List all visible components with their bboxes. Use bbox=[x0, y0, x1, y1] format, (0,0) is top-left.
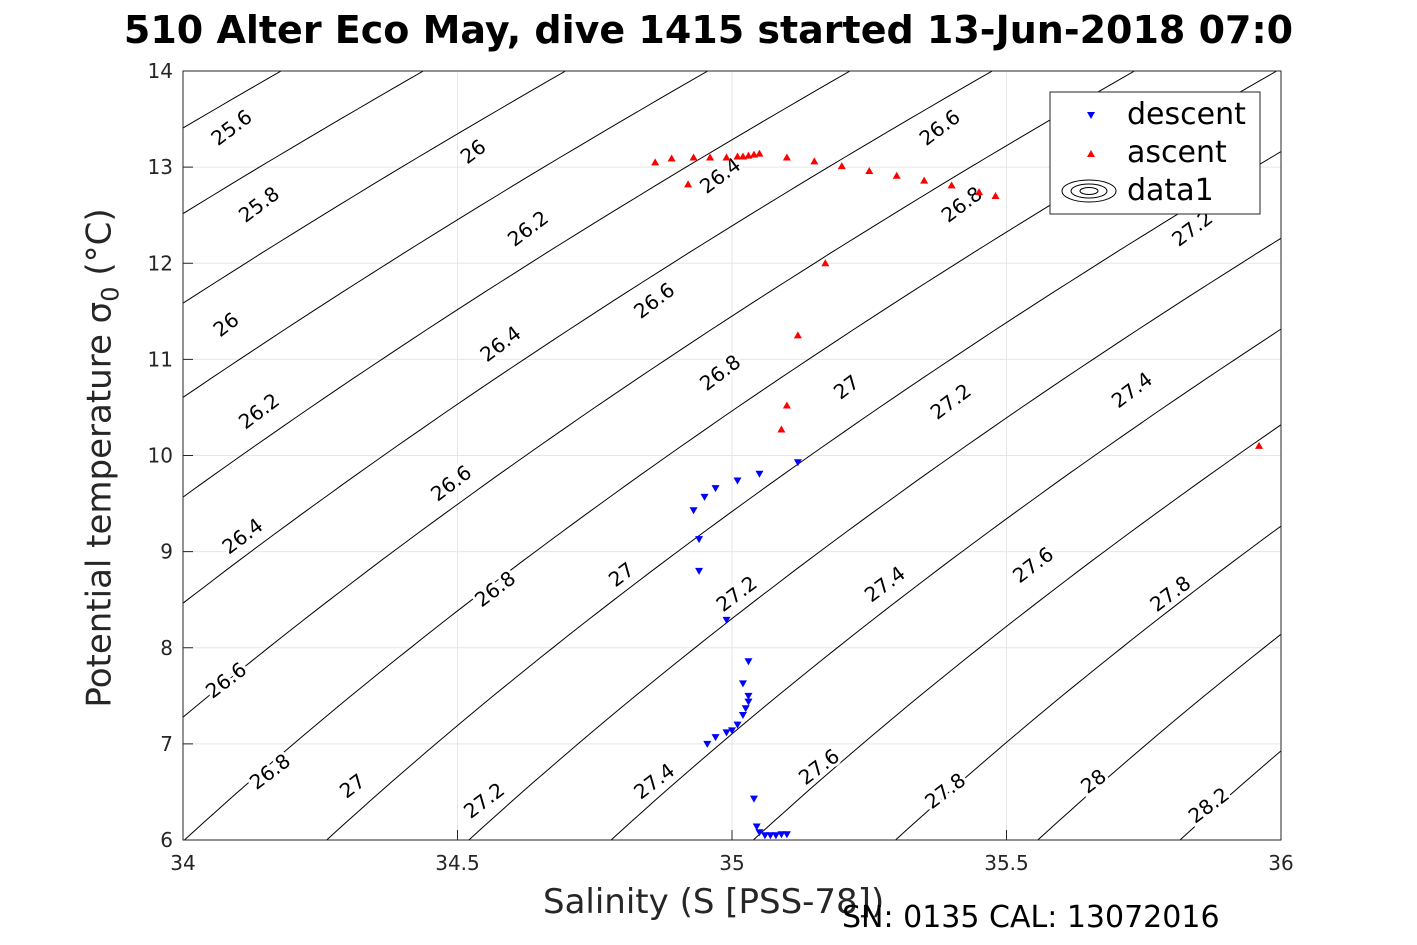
descent-point bbox=[733, 721, 742, 729]
descent-point bbox=[695, 536, 704, 544]
x-tick-label: 35 bbox=[719, 851, 744, 875]
ascent-point bbox=[782, 401, 791, 409]
ascent-point bbox=[722, 153, 731, 161]
legend-data1-label: data1 bbox=[1127, 173, 1214, 208]
descent-point bbox=[744, 658, 753, 666]
ascent-point bbox=[991, 191, 1000, 199]
descent-point bbox=[755, 829, 764, 837]
descent-point bbox=[766, 832, 775, 840]
descent-point bbox=[760, 832, 769, 840]
descent-point bbox=[738, 712, 747, 720]
ascent-point bbox=[684, 180, 693, 188]
ascent-point bbox=[782, 153, 791, 161]
chart-title: 510 Alter Eco May, dive 1415 started 13-… bbox=[123, 8, 1294, 52]
descent-point bbox=[700, 493, 709, 501]
descent-point bbox=[695, 567, 704, 575]
legend[interactable]: descent ascent data1 bbox=[1049, 91, 1261, 215]
isopycnal-line bbox=[610, 328, 1281, 840]
descent-point bbox=[749, 795, 758, 803]
x-axis-label: Salinity (S [PSS-78]) bbox=[543, 882, 885, 922]
y-tick-label: 10 bbox=[148, 444, 173, 468]
descent-point bbox=[741, 705, 750, 713]
descent-point bbox=[728, 727, 736, 735]
ascent-point bbox=[821, 259, 830, 267]
isopycnal-line bbox=[183, 71, 851, 498]
ascent-point bbox=[975, 188, 984, 196]
ascent-point bbox=[706, 153, 715, 161]
ascent-point bbox=[837, 162, 846, 170]
ascent-point bbox=[892, 171, 901, 179]
ascent-point bbox=[920, 176, 929, 184]
instrument-footer: SN: 0135 CAL: 13072016 bbox=[842, 900, 1220, 935]
ascent-point bbox=[733, 152, 742, 160]
descent-point bbox=[771, 832, 780, 840]
y-tick-label: 12 bbox=[148, 251, 173, 275]
descent-point bbox=[738, 680, 747, 688]
descent-point bbox=[793, 459, 802, 467]
isopycnal-line bbox=[1037, 633, 1281, 840]
y-tick-label: 14 bbox=[148, 59, 173, 83]
isopycnal-line bbox=[183, 71, 424, 215]
ascent-point bbox=[755, 149, 764, 157]
legend-descent-label: descent bbox=[1127, 97, 1246, 132]
legend-ascent-marker bbox=[1087, 150, 1095, 157]
ascent-point bbox=[651, 158, 660, 166]
y-tick-label: 8 bbox=[160, 636, 173, 660]
descent-point bbox=[711, 485, 720, 493]
y-tick-label: 13 bbox=[148, 155, 173, 179]
data-points bbox=[651, 149, 1264, 840]
x-tick-label: 36 bbox=[1268, 851, 1293, 875]
y-tick-label: 11 bbox=[148, 347, 173, 371]
descent-point bbox=[689, 507, 698, 515]
y-tick-label: 7 bbox=[160, 732, 173, 756]
descent-point bbox=[733, 477, 742, 485]
ascent-point bbox=[667, 154, 676, 162]
x-tick-label: 34.5 bbox=[435, 851, 480, 875]
legend-contour-icon bbox=[1061, 179, 1117, 203]
descent-point bbox=[722, 616, 731, 624]
isopycnal-line bbox=[468, 237, 1281, 840]
y-tick-label: 6 bbox=[160, 828, 173, 852]
y-axis-label: Potential temperature σ0 (°C) bbox=[80, 208, 125, 707]
ascent-point bbox=[865, 166, 874, 174]
descent-point bbox=[744, 698, 753, 706]
y-tick-label: 9 bbox=[160, 540, 173, 564]
y-axis-label-unit: (°C) bbox=[79, 208, 120, 287]
x-tick-label: 35.5 bbox=[984, 851, 1029, 875]
y-axis-label-text: Potential temperature σ bbox=[79, 301, 120, 708]
legend-ascent-label: ascent bbox=[1127, 135, 1227, 170]
descent-point bbox=[744, 692, 753, 700]
y-axis-label-subscript: 0 bbox=[96, 286, 125, 302]
ascent-point bbox=[793, 331, 802, 339]
density-contours bbox=[183, 71, 1281, 840]
ascent-point bbox=[1255, 441, 1264, 449]
isopycnal-line bbox=[895, 525, 1281, 840]
descent-point bbox=[777, 831, 786, 839]
ascent-point bbox=[777, 425, 786, 433]
isopycnal-line bbox=[183, 71, 566, 304]
ascent-point bbox=[689, 153, 698, 161]
isopycnal-line bbox=[183, 71, 709, 398]
descent-point bbox=[703, 740, 712, 748]
isopycnal-line bbox=[752, 424, 1281, 840]
ascent-point bbox=[810, 157, 819, 165]
isopycnal-line bbox=[183, 71, 1135, 718]
ascent-point bbox=[947, 181, 956, 189]
axis-ticks: 34 34.5 35 35.5 36 6 7 8 9 10 11 12 13 14 bbox=[148, 59, 1294, 875]
descent-point bbox=[711, 734, 720, 742]
descent-point bbox=[755, 470, 764, 478]
descent-point bbox=[782, 831, 791, 839]
descent-point bbox=[752, 823, 761, 831]
legend-descent-marker bbox=[1087, 112, 1095, 119]
isopycnal-line bbox=[183, 71, 993, 604]
x-tick-label: 34 bbox=[170, 851, 195, 875]
descent-point bbox=[722, 729, 731, 737]
